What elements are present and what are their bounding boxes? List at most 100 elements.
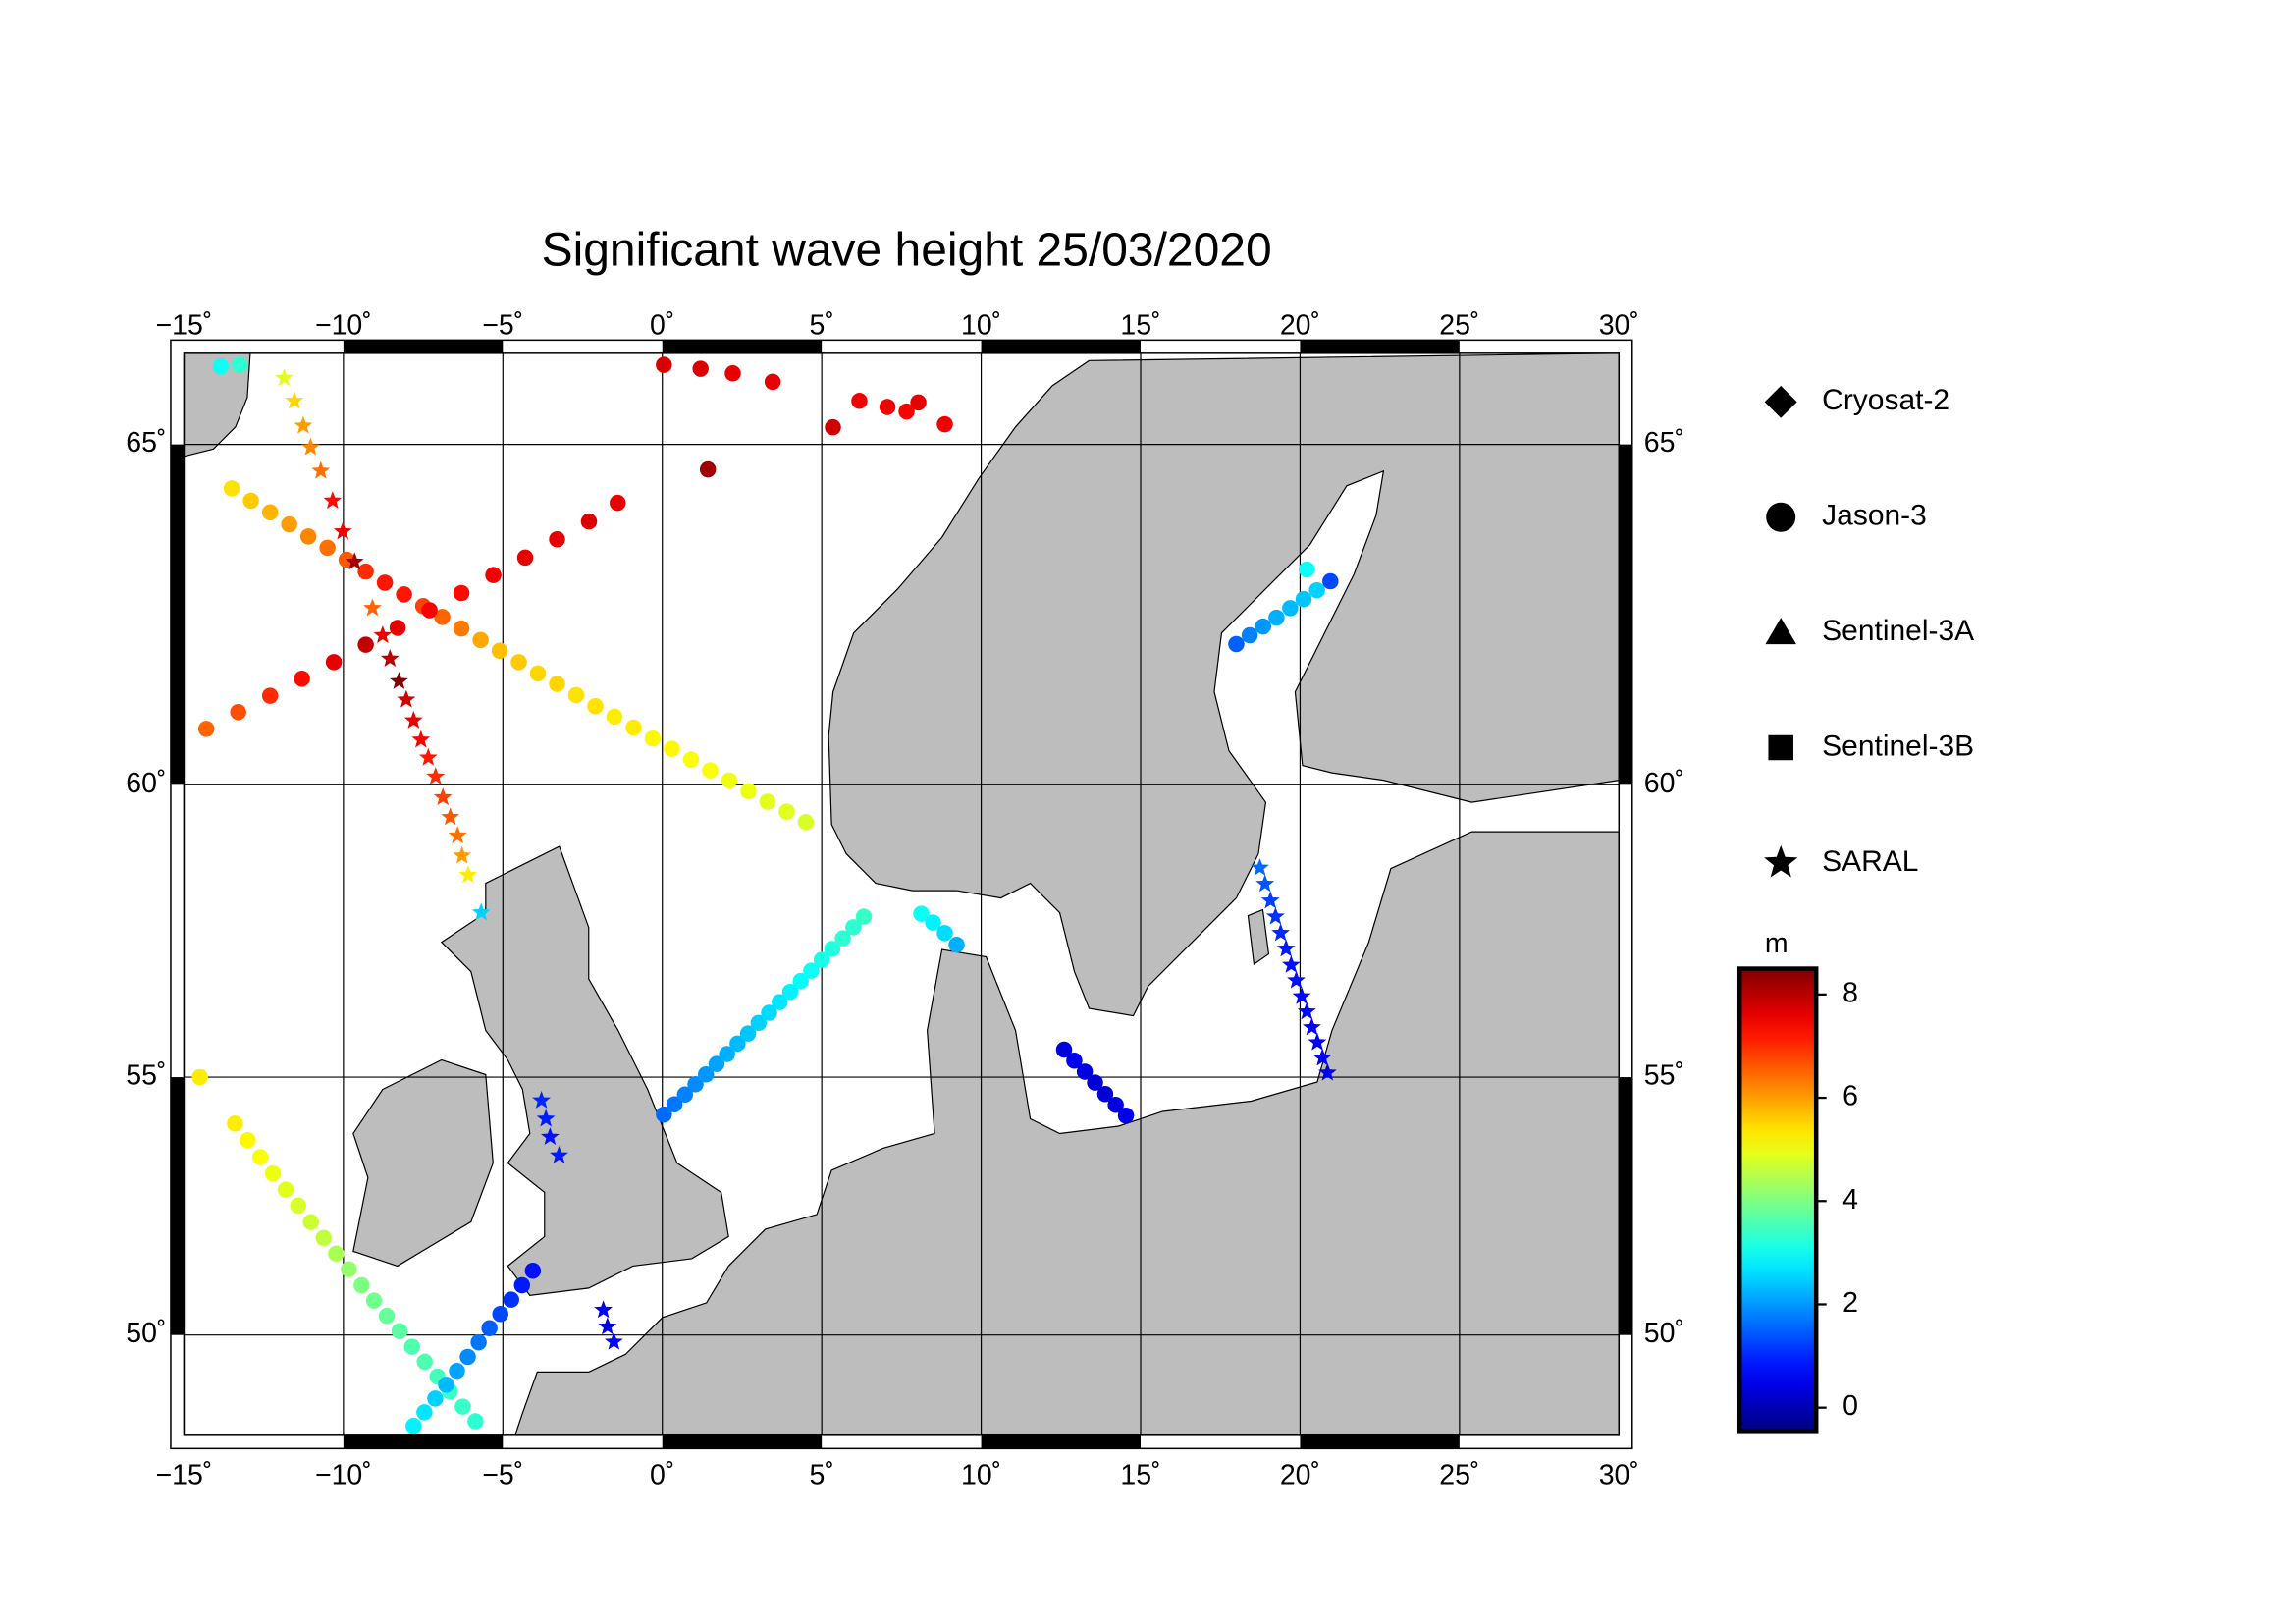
marker-star [532, 1090, 552, 1109]
marker-circle [467, 1413, 484, 1430]
marker-circle [319, 539, 336, 557]
marker-star [418, 747, 438, 766]
marker-circle [294, 670, 310, 687]
marker-circle [1055, 1041, 1073, 1058]
marker-star [311, 460, 331, 479]
marker-star [403, 710, 423, 729]
marker-star [1297, 1001, 1316, 1020]
marker-circle [1766, 502, 1796, 532]
marker-circle [764, 373, 781, 391]
marker-circle [851, 393, 868, 409]
marker-star [604, 1331, 623, 1350]
marker-circle [740, 783, 757, 799]
x-tick-label: 10˚ [961, 309, 1001, 341]
marker-star [1251, 857, 1269, 876]
frame-band [343, 340, 504, 353]
land-iceland [184, 352, 251, 458]
marker-star [471, 902, 491, 921]
marker-circle [223, 480, 240, 497]
marker-circle [664, 740, 680, 757]
marker-circle [529, 665, 547, 682]
colorbar-tick-label: 6 [1842, 1081, 1858, 1112]
marker-square [1768, 734, 1793, 761]
marker-circle [692, 360, 709, 377]
x-tick-label: −10˚ [315, 1459, 372, 1490]
legend-label: Sentinel-3A [1822, 615, 1974, 647]
x-tick-label: −10˚ [315, 309, 372, 341]
marker-circle [948, 936, 965, 953]
marker-circle [232, 356, 248, 373]
land-ireland [352, 1058, 494, 1268]
x-tick-label: 5˚ [809, 1459, 833, 1490]
x-tick-label: −15˚ [156, 309, 213, 341]
marker-circle [1255, 618, 1271, 635]
marker-star [363, 598, 382, 617]
x-tick-label: 25˚ [1439, 309, 1479, 341]
marker-circle [396, 586, 412, 603]
marker-star [1255, 874, 1275, 893]
marker-circle [1295, 591, 1312, 608]
marker-circle [898, 403, 915, 420]
marker-circle [772, 994, 788, 1010]
x-tick-label: 5˚ [809, 309, 833, 341]
y-tick-label: 60˚ [126, 768, 166, 799]
marker-star [441, 807, 460, 826]
marker-star [1303, 1017, 1321, 1036]
marker-circle [261, 687, 279, 704]
map-frame: −15˚ −15˚ −10˚ −10˚ −5˚ −5˚ 0˚ 0˚ 5˚ 5˚ 10˚ 10˚ 15˚ 1… [126, 309, 1684, 1490]
x-tick-label: −5˚ [482, 309, 523, 341]
marker-circle [299, 528, 317, 545]
frame-band [1300, 1434, 1460, 1449]
chart-title: Significant wave height 25/03/2020 [542, 225, 1272, 277]
marker-star [426, 767, 446, 785]
marker-star [380, 649, 400, 667]
marker-circle [824, 941, 841, 957]
marker-circle [1322, 572, 1339, 590]
marker-star [333, 521, 352, 540]
marker-circle [803, 962, 820, 979]
marker-circle [357, 563, 374, 580]
marker-circle [197, 721, 215, 737]
land-scandinavia [828, 352, 1620, 1017]
marker-circle [913, 905, 930, 922]
marker-circle [1282, 600, 1299, 617]
colorbar: 0 2 4 6 8 m [1736, 928, 1858, 1434]
marker-circle [813, 951, 830, 968]
y-tick-label: 55˚ [1644, 1060, 1684, 1092]
marker-circle [427, 1390, 444, 1407]
legend-label: Sentinel-3B [1822, 730, 1974, 762]
marker-star [389, 672, 408, 689]
marker-circle [549, 676, 565, 692]
marker-circle [855, 908, 873, 925]
marker-circle [606, 708, 623, 726]
marker-circle [656, 1106, 672, 1123]
marker-star [294, 415, 313, 434]
marker-circle [470, 1333, 487, 1351]
marker-circle [503, 1291, 519, 1308]
marker-star [1317, 1062, 1337, 1081]
marker-star [1260, 891, 1280, 909]
marker-circle [438, 1377, 454, 1393]
marker-star [345, 552, 364, 570]
colorbar-gradient [1736, 966, 1819, 1434]
marker-circle [403, 1338, 420, 1355]
marker-star [1266, 906, 1285, 925]
x-tick-label: 0˚ [650, 1459, 674, 1490]
x-tick-label: 20˚ [1280, 309, 1320, 341]
marker-circle [378, 1308, 396, 1325]
marker-circle [328, 1245, 345, 1263]
marker-circle [656, 356, 672, 373]
marker-circle [759, 793, 776, 810]
marker-circle [453, 620, 470, 637]
marker-circle [781, 983, 799, 1001]
marker-star [397, 689, 416, 708]
marker-circle [405, 1418, 422, 1434]
marker-circle [845, 919, 862, 936]
marker-circle [1268, 609, 1285, 626]
x-tick-label: 0˚ [650, 309, 674, 341]
marker-circle [708, 1055, 725, 1072]
marker-star [598, 1317, 617, 1335]
colorbar-tick-label: 8 [1842, 977, 1858, 1008]
marker-circle [389, 620, 406, 636]
